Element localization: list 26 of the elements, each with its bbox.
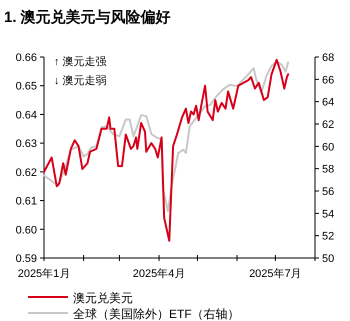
y2-tick-label: 68 — [322, 52, 334, 64]
y-tick-label: 0.60 — [16, 224, 37, 236]
chart-title: 1. 澳元兑美元与风险偏好 — [4, 8, 171, 26]
y-tick-label: 0.63 — [16, 138, 37, 150]
y2-tick-label: 66 — [322, 74, 334, 86]
y2-tick-label: 64 — [322, 96, 334, 109]
x-tick-label: 2025年1月 — [18, 268, 70, 280]
y2-tick-label: 62 — [322, 119, 334, 131]
y-tick-label: 0.66 — [16, 52, 37, 64]
y2-tick-label: 52 — [322, 230, 334, 243]
y-tick-label: 0.59 — [16, 253, 37, 265]
y2-tick-label: 56 — [322, 186, 334, 198]
y-tick-label: 0.64 — [16, 109, 37, 122]
legend-label: 全球（美国除外）ETF（右轴） — [73, 307, 240, 321]
y-tick-label: 0.65 — [16, 80, 37, 93]
y2-tick-label: 60 — [322, 141, 334, 154]
y-tick-label: 0.61 — [16, 196, 37, 208]
x-tick-label: 2025年7月 — [249, 268, 302, 280]
y-tick-label: 0.62 — [16, 166, 37, 179]
x-tick-label: 2025年4月 — [132, 268, 186, 280]
y2-tick-label: 50 — [322, 253, 334, 265]
annotation: ↓ 澳元走弱 — [54, 74, 107, 87]
annotation: ↑ 澳元走强 — [54, 55, 107, 68]
y2-tick-label: 54 — [322, 208, 334, 220]
legend-label: 澳元兑美元 — [73, 291, 133, 305]
y2-tick-label: 58 — [322, 164, 334, 176]
